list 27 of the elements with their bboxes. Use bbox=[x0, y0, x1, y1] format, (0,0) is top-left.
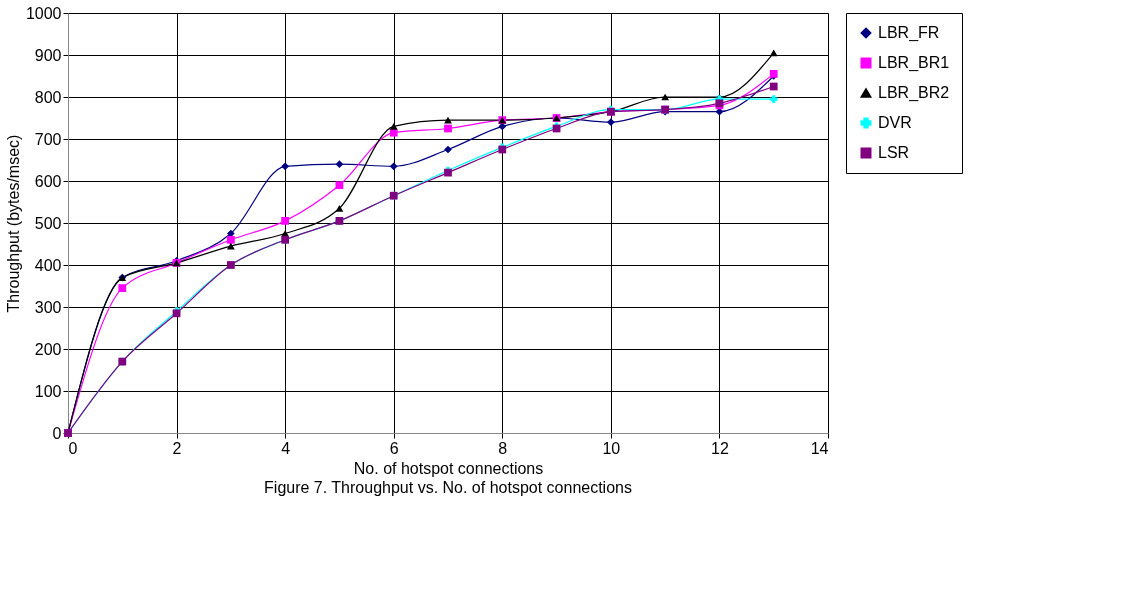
caption: Figure 7. Throughput vs. No. of hotspot connections bbox=[264, 479, 632, 496]
y-tick-label: 200 bbox=[34, 340, 62, 358]
y-tick-label: 400 bbox=[34, 256, 62, 274]
x-tick-label: 6 bbox=[389, 439, 399, 457]
legend-label: LBR_FR bbox=[878, 24, 940, 42]
y-tick-label: 600 bbox=[34, 172, 62, 190]
y-tick-label: 100 bbox=[34, 382, 62, 400]
y-axis-title: Throughput (bytes/msec) bbox=[4, 134, 22, 313]
x-tick-label: 8 bbox=[498, 439, 508, 457]
y-tick-label: 700 bbox=[34, 130, 62, 148]
x-axis-title: No. of hotspot connections bbox=[353, 459, 544, 477]
y-tick-label: 0 bbox=[52, 424, 62, 442]
x-tick-label: 2 bbox=[172, 439, 182, 457]
x-tick-label: 14 bbox=[810, 439, 829, 457]
y-tick-label: 300 bbox=[34, 298, 62, 316]
x-tick-label: 4 bbox=[281, 439, 291, 457]
y-tick-label: 800 bbox=[34, 88, 62, 106]
legend-label: LBR_BR2 bbox=[878, 84, 950, 102]
y-tick-label: 900 bbox=[34, 46, 62, 64]
y-tick-label: 1000 bbox=[25, 4, 62, 22]
x-tick-label: 12 bbox=[711, 439, 729, 457]
y-tick-label: 500 bbox=[34, 214, 62, 232]
legend-label: DVR bbox=[878, 114, 912, 131]
legend-label: LSR bbox=[878, 144, 910, 161]
legend-label: LBR_BR1 bbox=[878, 54, 950, 72]
x-tick-label: 0 bbox=[68, 439, 78, 457]
x-tick-label: 10 bbox=[602, 439, 621, 457]
